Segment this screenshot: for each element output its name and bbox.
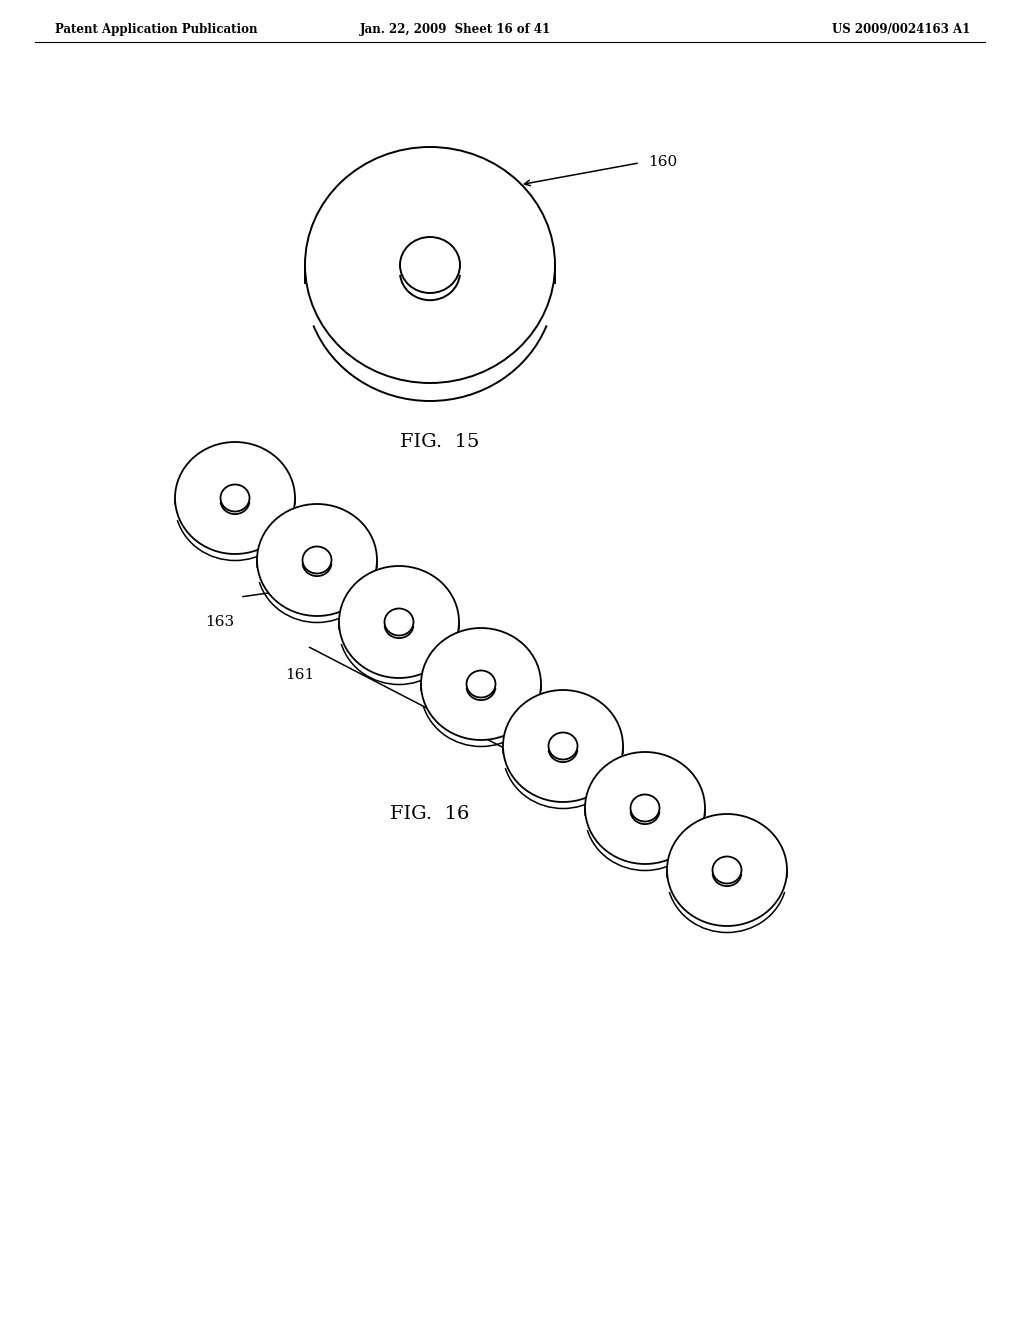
Text: 160: 160 [648, 154, 677, 169]
Ellipse shape [421, 628, 541, 741]
Text: FIG.  16: FIG. 16 [390, 805, 470, 822]
Ellipse shape [175, 442, 295, 554]
Text: US 2009/0024163 A1: US 2009/0024163 A1 [831, 22, 970, 36]
Text: FIG.  15: FIG. 15 [400, 433, 479, 451]
Ellipse shape [667, 814, 787, 927]
Ellipse shape [257, 504, 377, 616]
Ellipse shape [503, 690, 623, 803]
Text: 163: 163 [205, 615, 234, 630]
Ellipse shape [339, 566, 459, 678]
Ellipse shape [305, 147, 555, 383]
Text: Jan. 22, 2009  Sheet 16 of 41: Jan. 22, 2009 Sheet 16 of 41 [359, 22, 551, 36]
Text: Patent Application Publication: Patent Application Publication [55, 22, 257, 36]
Text: 161: 161 [285, 668, 314, 682]
Ellipse shape [585, 752, 705, 865]
